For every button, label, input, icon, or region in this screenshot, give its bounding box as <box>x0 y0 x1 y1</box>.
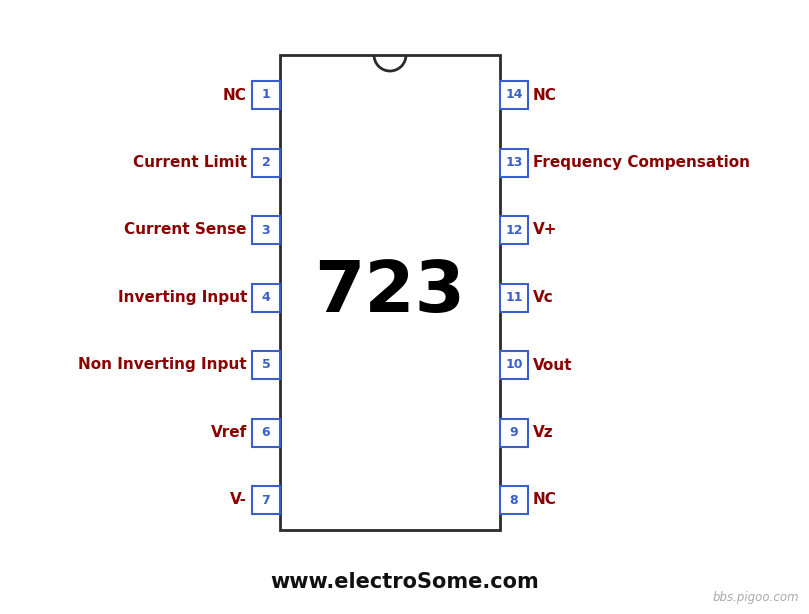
Text: 8: 8 <box>510 494 519 507</box>
Bar <box>500 486 528 514</box>
Text: www.electroSome.com: www.electroSome.com <box>270 572 539 592</box>
Bar <box>500 216 528 244</box>
Text: 5: 5 <box>261 359 270 371</box>
Text: NC: NC <box>223 88 247 103</box>
Bar <box>500 351 528 379</box>
Bar <box>500 419 528 446</box>
Text: 11: 11 <box>506 291 523 304</box>
Bar <box>252 216 280 244</box>
Text: Vout: Vout <box>533 357 573 373</box>
Text: V+: V+ <box>533 222 557 238</box>
Text: 13: 13 <box>506 156 523 169</box>
Text: Current Sense: Current Sense <box>125 222 247 238</box>
Text: 12: 12 <box>506 223 523 236</box>
Text: 2: 2 <box>261 156 270 169</box>
Text: Vref: Vref <box>211 425 247 440</box>
Text: V-: V- <box>230 492 247 508</box>
Text: Vz: Vz <box>533 425 553 440</box>
Text: Non Inverting Input: Non Inverting Input <box>78 357 247 373</box>
Text: 14: 14 <box>506 88 523 101</box>
Text: Frequency Compensation: Frequency Compensation <box>533 155 750 170</box>
Bar <box>500 284 528 311</box>
Text: 1: 1 <box>261 88 270 101</box>
Bar <box>500 149 528 176</box>
Text: 723: 723 <box>315 258 465 327</box>
Bar <box>252 81 280 109</box>
Text: 7: 7 <box>261 494 270 507</box>
Bar <box>252 149 280 176</box>
Text: 10: 10 <box>506 359 523 371</box>
Bar <box>252 284 280 311</box>
Text: 3: 3 <box>261 223 270 236</box>
Text: 6: 6 <box>261 426 270 439</box>
Bar <box>252 486 280 514</box>
Bar <box>500 81 528 109</box>
Text: NC: NC <box>533 88 557 103</box>
Text: 4: 4 <box>261 291 270 304</box>
Text: 9: 9 <box>510 426 519 439</box>
Text: bbs.pigoo.com: bbs.pigoo.com <box>713 591 799 604</box>
Text: Current Limit: Current Limit <box>133 155 247 170</box>
Bar <box>280 55 500 530</box>
Text: Vc: Vc <box>533 290 553 305</box>
Bar <box>252 419 280 446</box>
Text: Inverting Input: Inverting Input <box>117 290 247 305</box>
Bar <box>252 351 280 379</box>
Text: NC: NC <box>533 492 557 508</box>
